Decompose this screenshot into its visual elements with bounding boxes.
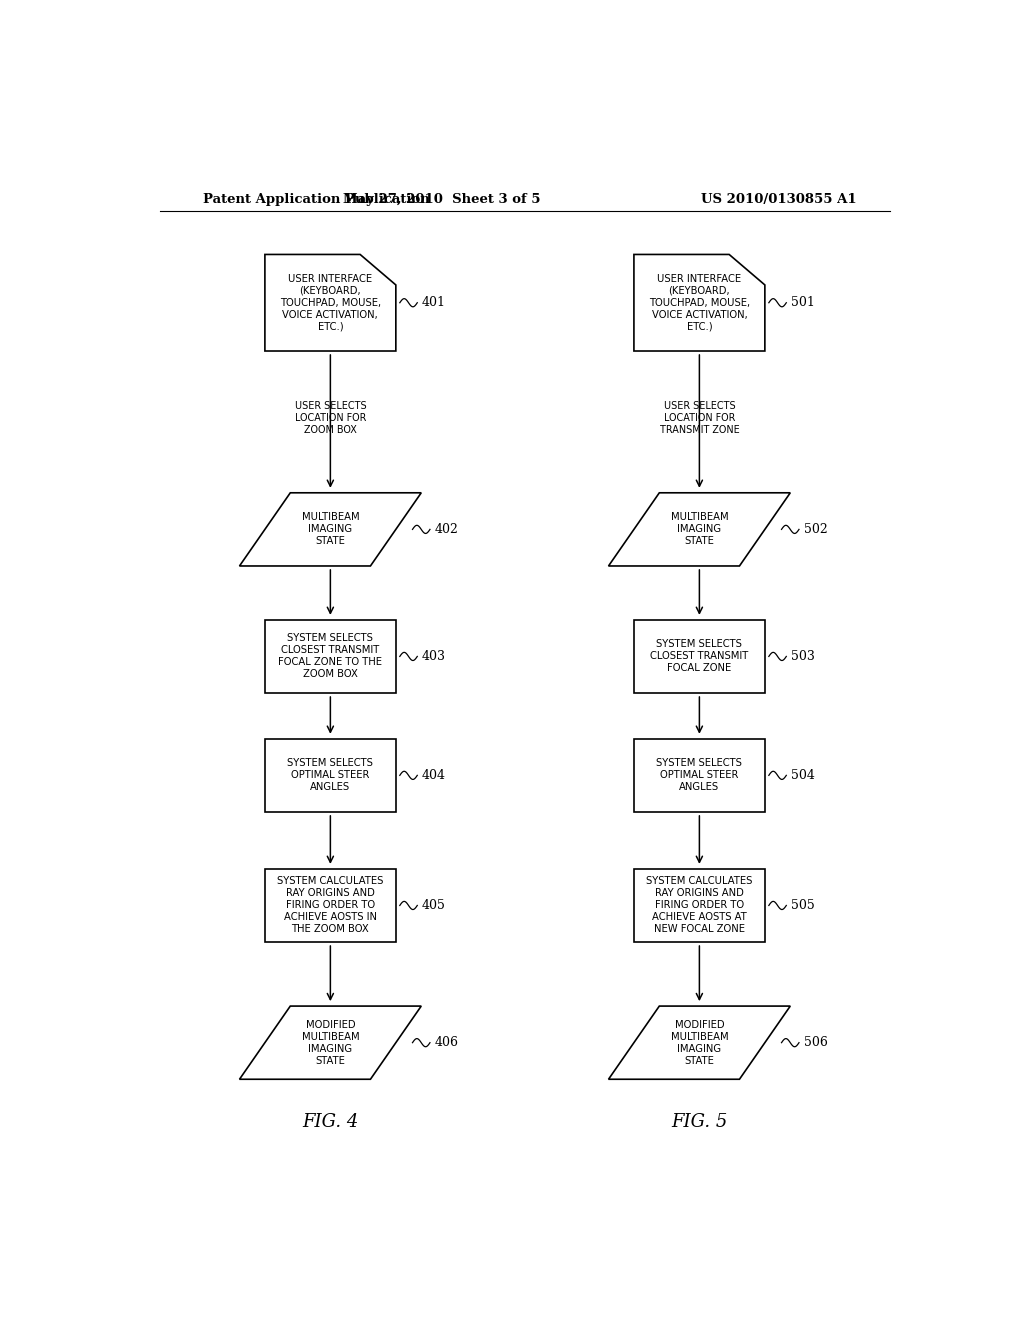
Text: 505: 505 xyxy=(792,899,815,912)
Text: 402: 402 xyxy=(435,523,459,536)
Text: US 2010/0130855 A1: US 2010/0130855 A1 xyxy=(701,193,856,206)
Polygon shape xyxy=(634,255,765,351)
Text: MODIFIED
MULTIBEAM
IMAGING
STATE: MODIFIED MULTIBEAM IMAGING STATE xyxy=(671,1019,728,1065)
Text: MULTIBEAM
IMAGING
STATE: MULTIBEAM IMAGING STATE xyxy=(671,512,728,546)
Text: SYSTEM SELECTS
CLOSEST TRANSMIT
FOCAL ZONE: SYSTEM SELECTS CLOSEST TRANSMIT FOCAL ZO… xyxy=(650,639,749,673)
Polygon shape xyxy=(634,620,765,693)
Text: 502: 502 xyxy=(804,523,827,536)
Text: MODIFIED
MULTIBEAM
IMAGING
STATE: MODIFIED MULTIBEAM IMAGING STATE xyxy=(301,1019,359,1065)
Polygon shape xyxy=(265,869,396,942)
Text: MULTIBEAM
IMAGING
STATE: MULTIBEAM IMAGING STATE xyxy=(301,512,359,546)
Text: 404: 404 xyxy=(422,768,446,781)
Text: 403: 403 xyxy=(422,649,446,663)
Text: FIG. 4: FIG. 4 xyxy=(302,1113,358,1131)
Text: 503: 503 xyxy=(792,649,815,663)
Text: 504: 504 xyxy=(792,768,815,781)
Polygon shape xyxy=(265,739,396,812)
Text: FIG. 5: FIG. 5 xyxy=(671,1113,728,1131)
Text: SYSTEM SELECTS
CLOSEST TRANSMIT
FOCAL ZONE TO THE
ZOOM BOX: SYSTEM SELECTS CLOSEST TRANSMIT FOCAL ZO… xyxy=(279,634,382,680)
Text: SYSTEM SELECTS
OPTIMAL STEER
ANGLES: SYSTEM SELECTS OPTIMAL STEER ANGLES xyxy=(288,759,374,792)
Text: USER INTERFACE
(KEYBOARD,
TOUCHPAD, MOUSE,
VOICE ACTIVATION,
ETC.): USER INTERFACE (KEYBOARD, TOUCHPAD, MOUS… xyxy=(649,273,750,331)
Polygon shape xyxy=(634,739,765,812)
Text: USER INTERFACE
(KEYBOARD,
TOUCHPAD, MOUSE,
VOICE ACTIVATION,
ETC.): USER INTERFACE (KEYBOARD, TOUCHPAD, MOUS… xyxy=(280,273,381,331)
Polygon shape xyxy=(265,255,396,351)
Text: 501: 501 xyxy=(792,296,815,309)
Text: SYSTEM SELECTS
OPTIMAL STEER
ANGLES: SYSTEM SELECTS OPTIMAL STEER ANGLES xyxy=(656,759,742,792)
Text: SYSTEM CALCULATES
RAY ORIGINS AND
FIRING ORDER TO
ACHIEVE AOSTS AT
NEW FOCAL ZON: SYSTEM CALCULATES RAY ORIGINS AND FIRING… xyxy=(646,876,753,935)
Text: 406: 406 xyxy=(435,1036,459,1049)
Polygon shape xyxy=(608,492,791,566)
Text: SYSTEM CALCULATES
RAY ORIGINS AND
FIRING ORDER TO
ACHIEVE AOSTS IN
THE ZOOM BOX: SYSTEM CALCULATES RAY ORIGINS AND FIRING… xyxy=(278,876,384,935)
Text: USER SELECTS
LOCATION FOR
TRANSMIT ZONE: USER SELECTS LOCATION FOR TRANSMIT ZONE xyxy=(659,400,739,434)
Text: 506: 506 xyxy=(804,1036,827,1049)
Text: USER SELECTS
LOCATION FOR
ZOOM BOX: USER SELECTS LOCATION FOR ZOOM BOX xyxy=(295,400,367,434)
Polygon shape xyxy=(608,1006,791,1080)
Polygon shape xyxy=(265,620,396,693)
Polygon shape xyxy=(240,1006,421,1080)
Polygon shape xyxy=(240,492,421,566)
Text: May 27, 2010  Sheet 3 of 5: May 27, 2010 Sheet 3 of 5 xyxy=(343,193,541,206)
Polygon shape xyxy=(634,869,765,942)
Text: 401: 401 xyxy=(422,296,446,309)
Text: Patent Application Publication: Patent Application Publication xyxy=(204,193,430,206)
Text: 405: 405 xyxy=(422,899,445,912)
